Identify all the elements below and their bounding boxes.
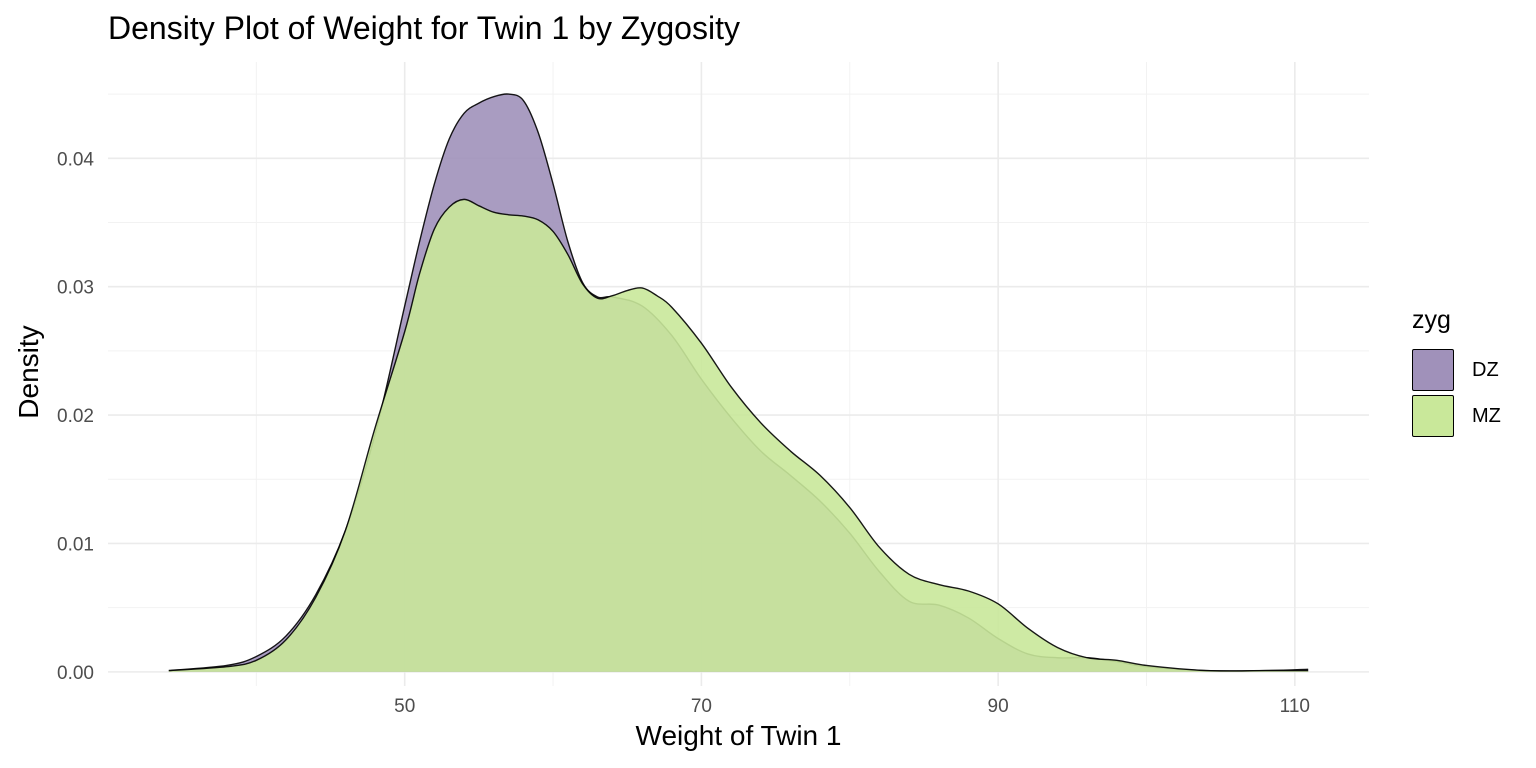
y-axis-title: Density xyxy=(13,325,44,419)
y-tick-label: 0.02 xyxy=(57,406,94,427)
x-tick-label: 70 xyxy=(691,696,712,717)
legend-swatch-mz xyxy=(1412,395,1454,437)
legend: zyg DZ MZ xyxy=(1412,306,1501,439)
legend-label-mz: MZ xyxy=(1472,404,1501,427)
y-tick-label: 0.03 xyxy=(57,278,94,299)
legend-item-mz: MZ xyxy=(1412,393,1501,439)
x-tick-labels: 50 70 90 110 xyxy=(394,696,1310,717)
legend-swatch-dz xyxy=(1412,349,1454,391)
x-tick-label: 50 xyxy=(394,696,415,717)
density-area-mz xyxy=(168,199,1309,672)
density-line-mz xyxy=(168,198,1309,672)
x-axis-title: Weight of Twin 1 xyxy=(635,720,842,751)
x-tick-label: 90 xyxy=(988,696,1009,717)
y-tick-label: 0.01 xyxy=(57,534,94,555)
legend-label-dz: DZ xyxy=(1472,358,1499,381)
y-tick-labels: 0.00 0.01 0.02 0.03 0.04 xyxy=(57,149,94,684)
density-areas xyxy=(168,93,1309,672)
legend-title: zyg xyxy=(1412,306,1451,334)
legend-item-dz: DZ xyxy=(1412,347,1501,393)
y-tick-label: 0.00 xyxy=(57,663,94,684)
chart-title: Density Plot of Weight for Twin 1 by Zyg… xyxy=(108,10,740,46)
x-tick-label: 110 xyxy=(1280,696,1310,717)
y-tick-label: 0.04 xyxy=(57,149,94,170)
